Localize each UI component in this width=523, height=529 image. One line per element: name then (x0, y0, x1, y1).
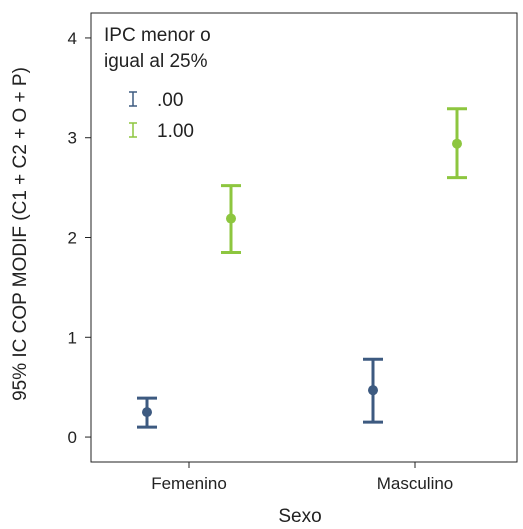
legend-label: 1.00 (157, 121, 194, 142)
legend-item: .00 (129, 90, 183, 111)
legend-label: .00 (157, 90, 183, 111)
y-tick-label: 1 (68, 328, 77, 347)
legend-title-line-1: IPC menor o (104, 25, 211, 46)
error-bar (221, 184, 241, 254)
error-bar (447, 107, 467, 180)
x-axis: Femenino Masculino (151, 462, 453, 493)
chart-marks (137, 107, 467, 429)
x-tick-label: Femenino (151, 474, 227, 493)
legend-item: 1.00 (129, 121, 194, 142)
y-axis-title: 95% IC COP MODIF (C1 + C2 + O + P) (10, 67, 31, 401)
error-bar (363, 357, 383, 424)
x-axis-title: Sexo (278, 506, 321, 527)
mean-point (226, 213, 236, 224)
y-tick-label: 2 (68, 229, 77, 248)
y-tick-label: 0 (68, 428, 77, 447)
plot-border (90, 12, 518, 463)
mean-point (142, 407, 152, 418)
y-tick-label: 4 (68, 29, 77, 48)
y-axis: 0 1 2 3 4 (68, 29, 91, 447)
plot-frame (90, 12, 518, 463)
legend: IPC menor o igual al 25% .00 1.00 (104, 25, 211, 142)
error-bar (137, 396, 157, 429)
y-tick-label: 3 (68, 129, 77, 148)
legend-title-line-2: igual al 25% (104, 51, 208, 72)
mean-point (368, 385, 378, 396)
x-tick-label: Masculino (377, 474, 454, 493)
mean-point (452, 138, 462, 149)
